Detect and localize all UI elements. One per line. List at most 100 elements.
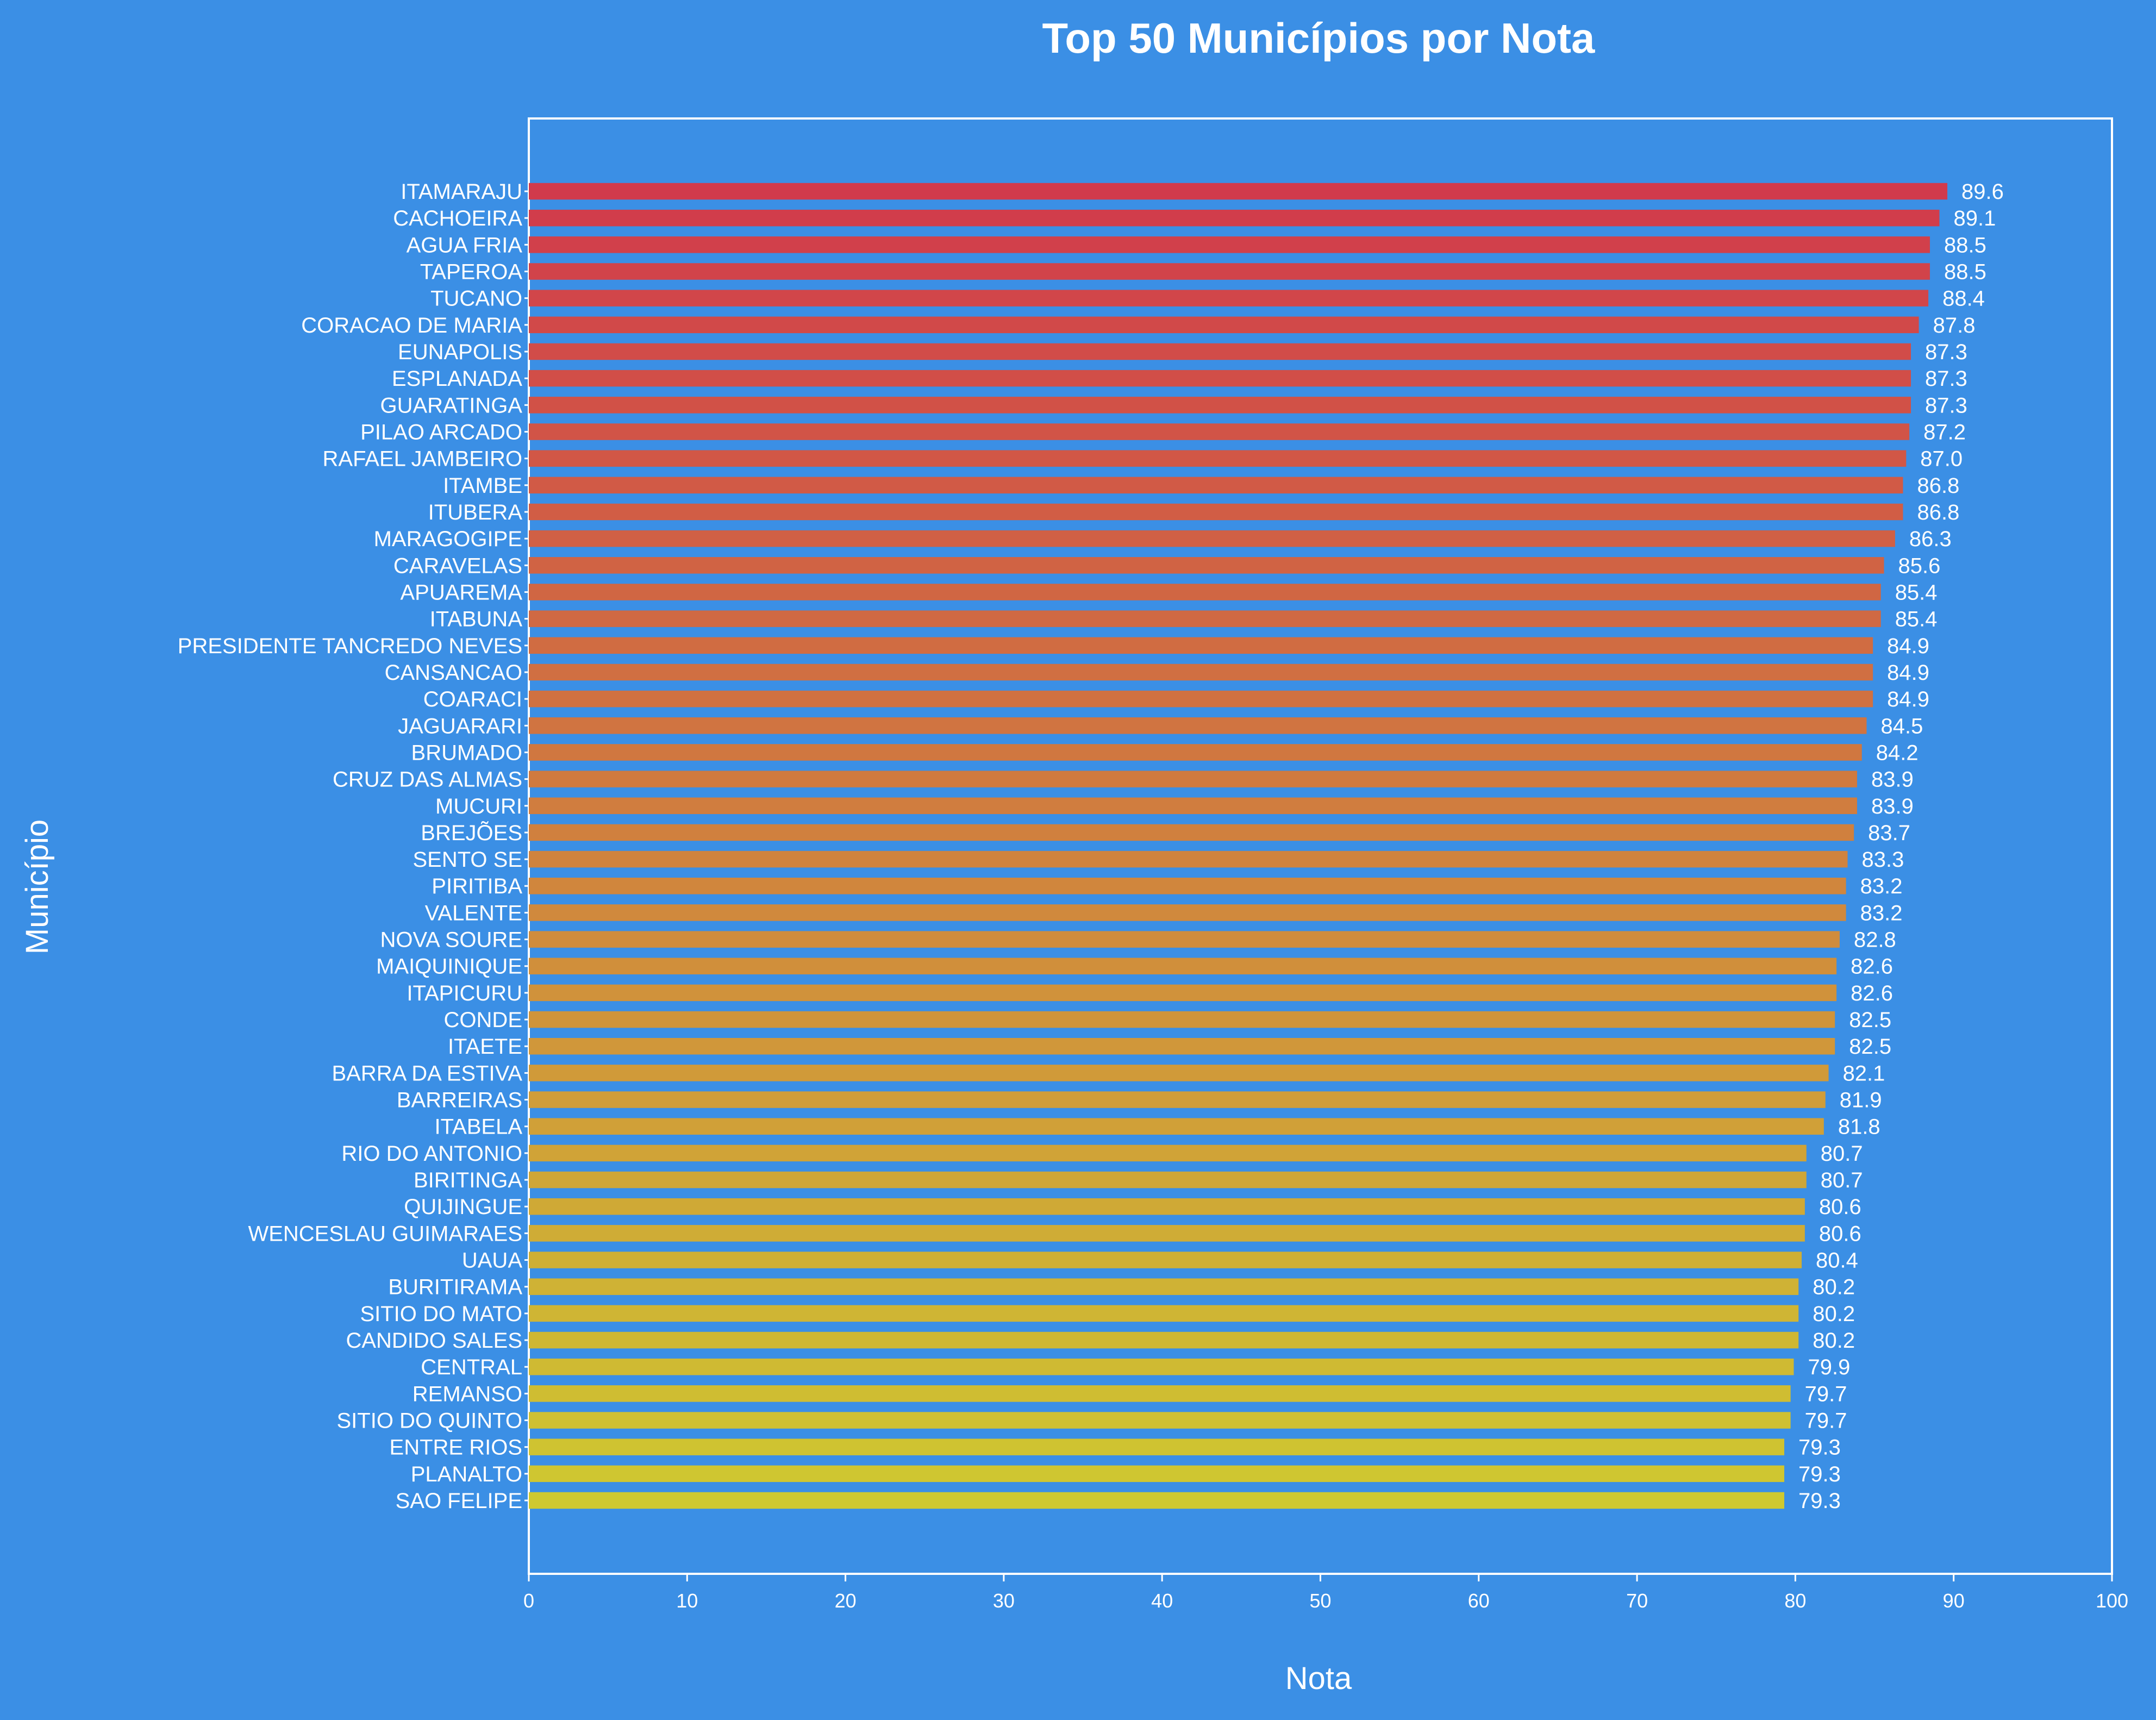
category-label: BRUMADO <box>411 741 522 765</box>
value-label: 83.9 <box>1871 795 1914 818</box>
x-tick-label: 50 <box>1309 1590 1331 1612</box>
bar <box>529 904 1846 921</box>
category-label: MUCURI <box>435 795 522 818</box>
value-label: 87.8 <box>1933 314 1976 337</box>
bar <box>529 1037 1835 1055</box>
bar <box>529 1144 1807 1162</box>
value-label: 85.6 <box>1898 554 1941 578</box>
value-label: 80.2 <box>1813 1329 1855 1353</box>
category-label: PRESIDENTE TANCREDO NEVES <box>178 634 522 658</box>
category-label: SITIO DO MATO <box>360 1302 522 1326</box>
x-tick-label: 60 <box>1468 1590 1490 1612</box>
value-label: 84.9 <box>1887 634 1929 658</box>
category-label: AGUA FRIA <box>407 233 523 257</box>
value-label: 87.3 <box>1925 367 1967 391</box>
value-label: 79.3 <box>1798 1462 1841 1486</box>
category-label: CARAVELAS <box>393 554 522 578</box>
category-label: BARREIRAS <box>397 1089 522 1112</box>
bar <box>529 397 1911 414</box>
bar <box>529 744 1862 761</box>
value-label: 82.1 <box>1843 1061 1885 1085</box>
category-label: EUNAPOLIS <box>398 340 522 364</box>
bar <box>529 1492 1785 1509</box>
bar <box>529 931 1840 948</box>
x-tick-label: 90 <box>1943 1590 1965 1612</box>
x-tick-label: 10 <box>676 1590 698 1612</box>
value-label: 79.7 <box>1805 1409 1847 1433</box>
bar <box>529 690 1873 708</box>
value-label: 87.2 <box>1923 420 1966 444</box>
value-label: 80.7 <box>1821 1142 1863 1166</box>
value-label: 83.3 <box>1862 848 1904 872</box>
x-tick-label: 80 <box>1784 1590 1806 1612</box>
bar <box>529 878 1846 895</box>
x-ticks-group: 0 10 20 30 40 50 60 70 80 90 100 <box>523 190 2128 1612</box>
value-label: 81.9 <box>1840 1089 1882 1112</box>
bar <box>529 584 1881 601</box>
category-label: PIRITIBA <box>432 874 522 898</box>
value-label: 85.4 <box>1895 608 1938 631</box>
value-label: 88.5 <box>1944 260 1986 284</box>
category-label: SAO FELIPE <box>396 1489 522 1513</box>
bar <box>529 771 1858 787</box>
value-label: 83.2 <box>1860 901 1903 925</box>
x-tick-label: 40 <box>1151 1590 1173 1612</box>
category-label: PILAO ARCADO <box>360 420 522 444</box>
category-label: TUCANO <box>430 287 522 311</box>
bar <box>529 850 1848 868</box>
category-label: MARAGOGIPE <box>374 527 522 551</box>
value-label: 79.7 <box>1805 1382 1847 1406</box>
bar <box>529 423 1910 440</box>
category-label: CANDIDO SALES <box>346 1329 522 1353</box>
value-label: 89.6 <box>1961 180 2004 204</box>
category-label: ITAMBE <box>443 474 522 498</box>
category-label: BURITIRAMA <box>388 1275 522 1299</box>
value-label: 88.4 <box>1942 287 1985 311</box>
value-label: 82.6 <box>1851 955 1893 979</box>
x-tick-label: 20 <box>835 1590 857 1612</box>
value-label: 82.8 <box>1854 928 1896 952</box>
value-label: 86.8 <box>1917 501 1959 524</box>
bar <box>529 797 1858 814</box>
bar <box>529 1385 1791 1402</box>
bar <box>529 1118 1824 1135</box>
category-label: BIRITINGA <box>414 1168 522 1192</box>
bar <box>529 1011 1835 1028</box>
category-label: JAGUARARI <box>398 714 522 738</box>
bar <box>529 1305 1799 1322</box>
value-label: 80.6 <box>1819 1195 1861 1219</box>
value-label: 89.1 <box>1953 207 1996 230</box>
bar <box>529 717 1867 734</box>
chart-title: Top 50 Municípios por Nota <box>1042 14 1596 62</box>
category-label: ITAMARAJU <box>401 180 522 204</box>
category-label: REMANSO <box>413 1382 522 1406</box>
value-label: 84.9 <box>1887 661 1929 685</box>
bars-group <box>529 183 1948 1509</box>
value-label: 84.5 <box>1880 714 1923 738</box>
bar <box>529 1358 1794 1375</box>
value-label: 80.7 <box>1821 1168 1863 1192</box>
y-axis-label: Município <box>20 820 55 954</box>
category-label: RIO DO ANTONIO <box>341 1142 522 1166</box>
value-label: 80.2 <box>1813 1302 1855 1326</box>
value-label: 82.5 <box>1849 1008 1891 1032</box>
value-label: 87.3 <box>1925 393 1967 417</box>
bar <box>529 984 1837 1002</box>
value-label: 79.3 <box>1798 1436 1841 1460</box>
bar <box>529 664 1873 681</box>
x-tick-label: 70 <box>1626 1590 1648 1612</box>
category-label: APUAREMA <box>401 580 523 604</box>
category-label: MAIQUINIQUE <box>376 955 522 979</box>
category-label: BARRA DA ESTIVA <box>332 1061 523 1085</box>
category-label: CENTRAL <box>421 1355 522 1379</box>
bar <box>529 557 1884 574</box>
bar <box>529 1091 1826 1108</box>
value-label: 85.4 <box>1895 580 1938 604</box>
bar <box>529 1438 1785 1455</box>
category-label: BREJÕES <box>421 821 522 845</box>
value-label: 80.6 <box>1819 1222 1861 1246</box>
value-label: 83.7 <box>1868 821 1910 845</box>
category-label: CORACAO DE MARIA <box>301 314 522 337</box>
bar <box>529 263 1930 280</box>
bar <box>529 1412 1791 1429</box>
